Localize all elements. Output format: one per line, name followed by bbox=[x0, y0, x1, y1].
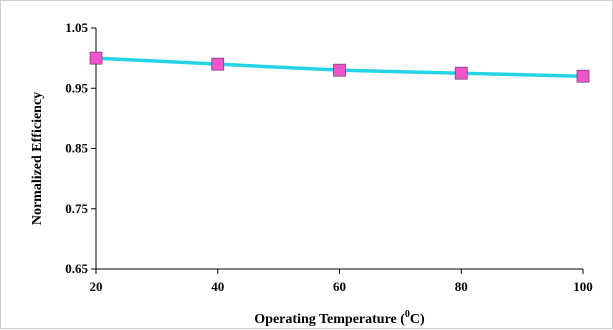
x-tick-label: 60 bbox=[333, 279, 346, 294]
x-tick-label: 40 bbox=[211, 279, 224, 294]
y-tick-label: 1.05 bbox=[65, 20, 88, 35]
series-layer bbox=[89, 51, 590, 83]
x-tick-label: 20 bbox=[90, 279, 103, 294]
data-point-marker bbox=[333, 63, 346, 77]
x-axis-title-end: C) bbox=[410, 312, 425, 327]
y-axis-title: Normalized Efficiency bbox=[30, 92, 45, 225]
data-point-marker bbox=[576, 69, 590, 83]
data-point-marker bbox=[211, 57, 225, 71]
y-tick-label: 0.85 bbox=[65, 141, 88, 156]
tick-marks bbox=[91, 27, 584, 274]
y-tick-label: 0.75 bbox=[65, 201, 88, 216]
x-tick-label: 100 bbox=[573, 279, 593, 294]
y-tick-label: 0.95 bbox=[65, 80, 88, 95]
data-point-marker bbox=[454, 66, 468, 80]
x-tick-label: 80 bbox=[455, 279, 468, 294]
data-point-marker bbox=[89, 51, 103, 65]
y-tick-label: 0.65 bbox=[65, 261, 88, 276]
tick-labels: 0.65 0.75 0.85 0.95 1.05 20 40 60 80 100 bbox=[65, 20, 593, 294]
x-axis-title: Operating Temperature (0C) bbox=[254, 309, 425, 327]
x-axis-title-text: Operating Temperature ( bbox=[254, 312, 405, 327]
x-axis-title-superscript: 0 bbox=[405, 309, 410, 320]
